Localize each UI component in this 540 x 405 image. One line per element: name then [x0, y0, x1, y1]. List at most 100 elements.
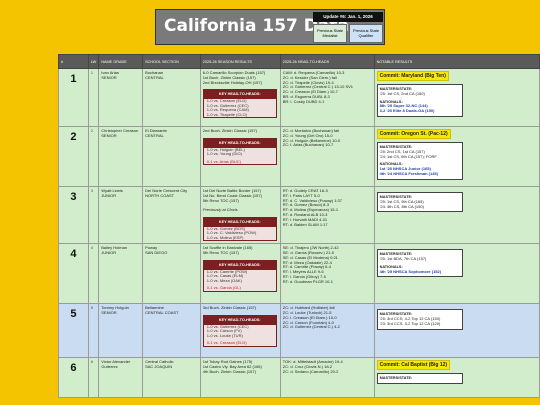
last-week-cell: 3 — [87, 185, 100, 245]
notable-results-cell: Commit: Maryland (Big Ten) MASTERS/STATE:… — [373, 68, 540, 127]
school-name[interactable]: Poway — [145, 245, 158, 251]
school-name[interactable]: Bellarmine — [145, 305, 164, 311]
head-to-head-item: 1-0 vs. Holguin (BEL) — [206, 146, 245, 152]
head-to-head-item: 1-0 vs. Young (DIO) — [206, 151, 242, 157]
wrestler-cell: Bailey Holman JUNIOR — [98, 243, 144, 305]
result-line: 1st Scuffle in Eastvale (165) — [202, 245, 253, 251]
head-to-head-line: RT: l. Paris LAYT 5-0 — [282, 192, 320, 198]
notable-results-cell: Commit: Cal Baptist (Big 12) MASTERS/STAT… — [373, 357, 540, 399]
notes-line: '25: 2nd CS, 1st CA (157) — [379, 148, 425, 154]
wrestler-name[interactable]: Bailey Holman — [101, 245, 128, 251]
last-week-cell: 4 — [87, 243, 100, 305]
result-line: 4th Buch. Zinkin Classic (157) — [202, 368, 256, 374]
wrestler-name[interactable]: Tommy Holguin — [101, 305, 129, 311]
head-to-head-item: 1-0 vs. Requena (CAM) — [206, 107, 249, 113]
notes-box: MASTERS/STATE: '25: 1st CS, 9th CA (165) '… — [376, 192, 463, 213]
head-to-head-line: RT: l. Meyers ALLE 9-5 — [282, 269, 324, 275]
notes-title: MASTERS/STATE: — [379, 145, 413, 149]
school-name[interactable]: Del Norte Crescent City — [145, 188, 188, 193]
head-to-head-line: ZC: d. Gutierrez (Central C.) 13-10 SV1 — [282, 84, 354, 90]
head-to-head-line: SE: d. Casas (El Modena) 0:21 — [282, 254, 338, 260]
head-to-head-line: RT: d. Balden SLAM 1:17 — [282, 221, 328, 227]
notes-title: MASTERS/STATE: — [379, 376, 413, 381]
head-to-head-loss: 0-1 vs. Creason (ELD) — [206, 340, 247, 346]
head-to-head-loss: 0-1 vs. Arias (BUC) — [206, 158, 242, 164]
head-to-heads-cell: ZC: d. Montalvo (Buchanan) fall ZC: d. Yo… — [279, 126, 375, 187]
head-to-head-line: SE: d. Tinajero (JW North) 2-42 — [282, 245, 339, 251]
head-to-head-title: KEY HEAD-TO-HEADS: — [203, 217, 276, 227]
head-to-head-loss: 0-1 vs. Garcia (GL) — [206, 285, 241, 291]
school-name[interactable]: Central Catholic — [145, 359, 174, 365]
notes-title: MASTERS/STATE: — [379, 312, 413, 317]
head-to-head-line: ZC: d. Cruz (Clovis N.) 18-2 — [282, 364, 333, 370]
result-line: 1st Buch. Zinkin Classic (157) — [202, 74, 256, 80]
head-to-head-item: 1-0 vs. Louke (TUR) — [206, 332, 243, 338]
rank-cell: 3 — [58, 185, 89, 245]
notes-title: MASTERS/STATE: — [379, 87, 413, 91]
school-cell: Del Norte Crescent City NORTH COAST — [142, 185, 201, 245]
head-to-head-line: RT: d. Gomez (Bosco) 8-3 — [282, 202, 329, 208]
head-to-head-line: ZC: d. Louke (Turlock) 21-5 — [282, 310, 332, 316]
wrestler-grade: SENIOR — [101, 74, 117, 80]
table-row: 1 1 Ivan Arias SENIOR Buchanan CENTRAL 6-0 Cam… — [58, 68, 540, 127]
wrestler-name[interactable]: Christopher Creason — [101, 128, 139, 133]
wrestler-grade: SENIOR — [101, 132, 117, 138]
col-header: SCHOOL SECTION — [142, 54, 201, 69]
head-to-head-item: 1-0 vs. Camrite (POW) — [206, 268, 248, 274]
wrestler-name[interactable]: Wyatt Lewis — [101, 188, 123, 193]
notable-results-cell: MASTERS/STATE: '25: 3rd CCS, 4-2 Top 12 C… — [373, 303, 540, 359]
nationals-line: 8th '25 Super 32-NC (144) — [379, 103, 428, 109]
notes-line: '25: 1st BDA, 7th CA (157) — [379, 256, 427, 262]
section-name: NORTH COAST — [145, 192, 175, 198]
head-to-head-line: RT: d. Godely CRAT 16-3 — [282, 188, 328, 193]
table-row: 5 5 Tommy Holguin SENIOR Bellarmine CENTRAL C… — [58, 303, 540, 359]
school-name[interactable]: Buchanan — [145, 70, 164, 75]
col-header: # — [58, 54, 89, 69]
notes-title: MASTERS/STATE: — [379, 195, 413, 199]
head-to-head-box: KEY HEAD-TO-HEADS: 1-0 vs. Gomez (BOS) 1-0… — [202, 216, 277, 242]
head-to-head-title: KEY HEAD-TO-HEADS: — [203, 138, 276, 148]
section-name: CENTRAL COAST — [145, 310, 179, 316]
nationals-title: NATIONALS: — [379, 264, 403, 269]
notes-box: MASTERS/STATE: '25: 3rd CCS, 4-2 Top 12 C… — [376, 309, 463, 330]
notable-results-cell: Commit: Oregon St. (Pac-12) MASTERS/STATE… — [373, 126, 540, 187]
head-to-head-line: RT: l. Horvath MADI 4-01 — [282, 216, 328, 222]
previous-state-medalist-legend: Previous State Medalist — [313, 24, 347, 43]
notes-box: MASTERS/STATE: — [376, 373, 463, 385]
head-to-head-box: KEY HEAD-TO-HEADS: 1-0 vs. Creason (ELD) 1… — [202, 89, 277, 119]
head-to-head-line: BR: l. Cosby DUBD 4-1 — [282, 98, 325, 104]
commit-badge: Commit: Cal Baptist (Big 12) — [376, 360, 451, 371]
update-badge: Update #6: Jan. 1, 2026 — [313, 12, 383, 22]
result-line: 2nd Brecksville Holiday-OH (157) — [202, 79, 262, 85]
head-to-head-item: 1-0 vs. Gutierrez (CEC) — [206, 102, 249, 108]
school-cell: El Diamante CENTRAL — [142, 126, 201, 187]
season-results-cell: 1st Del Norte Battle Border (157) 1st No.… — [199, 185, 281, 245]
wrestler-name[interactable]: Victor Alexander Gutierrez — [101, 359, 131, 370]
head-to-head-line: ZC: d. Gutierrez (Central C.) 4-2 — [282, 324, 340, 330]
head-to-head-line: ZC: d. Carson (Fountain) 4-0 — [282, 319, 334, 325]
result-line: 1st Tokay Rod Gaines (175) — [202, 359, 253, 365]
result-line: 1st Castro Vly. Bay Area 62 (165) — [202, 364, 262, 370]
head-to-head-line: RT: d. Rowland ALB 10-3 — [282, 211, 328, 217]
school-name[interactable]: El Diamante — [145, 128, 167, 133]
wrestler-grade: JUNIOR — [101, 250, 117, 256]
head-to-head-line: RT: d. Camrite (Poway) 6-4 — [282, 264, 331, 270]
wrestler-name[interactable]: Ivan Arias — [101, 70, 119, 75]
notes-box: MASTERS/STATE: '25: 2nd CS, 1st CA (157) '… — [376, 142, 463, 180]
section-name: CENTRAL — [145, 74, 164, 80]
head-to-head-line: ZC: d. Kessler (San Clem.) fall — [282, 74, 337, 80]
season-results-cell: 6-0 Camarillo Scorpion Duals (157) 1st Bu… — [199, 68, 281, 127]
table-row: 6 6 Victor Alexander Gutierrez Central Cath… — [58, 357, 540, 399]
head-to-head-line: TOK: d. Mittelstadt (Amador) 19-4 — [282, 359, 343, 365]
head-to-heads-cell: CAM: d. Requena (Camarillo) 10-3 ZC: d. K… — [279, 68, 375, 127]
head-to-head-item: 1-0 vs. Gutierrez (CEC) — [206, 323, 249, 329]
head-to-head-item: 1-0 vs. Gomez (BOS) — [206, 225, 246, 231]
notes-line: '24: 4th CS, 8th CA (150) — [379, 203, 424, 209]
head-to-head-line: RT: d. C. Valdivieso (Poway) 1:37 — [282, 197, 342, 203]
wrestler-cell: Wyatt Lewis JUNIOR — [98, 185, 144, 245]
school-cell: Buchanan CENTRAL — [142, 68, 201, 127]
head-to-head-line: ZC: d. Hubbard (Hollister) fall — [282, 305, 335, 311]
commit-badge: Commit: Maryland (Big Ten) — [376, 71, 449, 81]
col-header: 2025-26 HEAD-TO-HEADS — [279, 54, 375, 69]
result-line: 1st Del Norte Battle Border (157) — [202, 188, 262, 193]
